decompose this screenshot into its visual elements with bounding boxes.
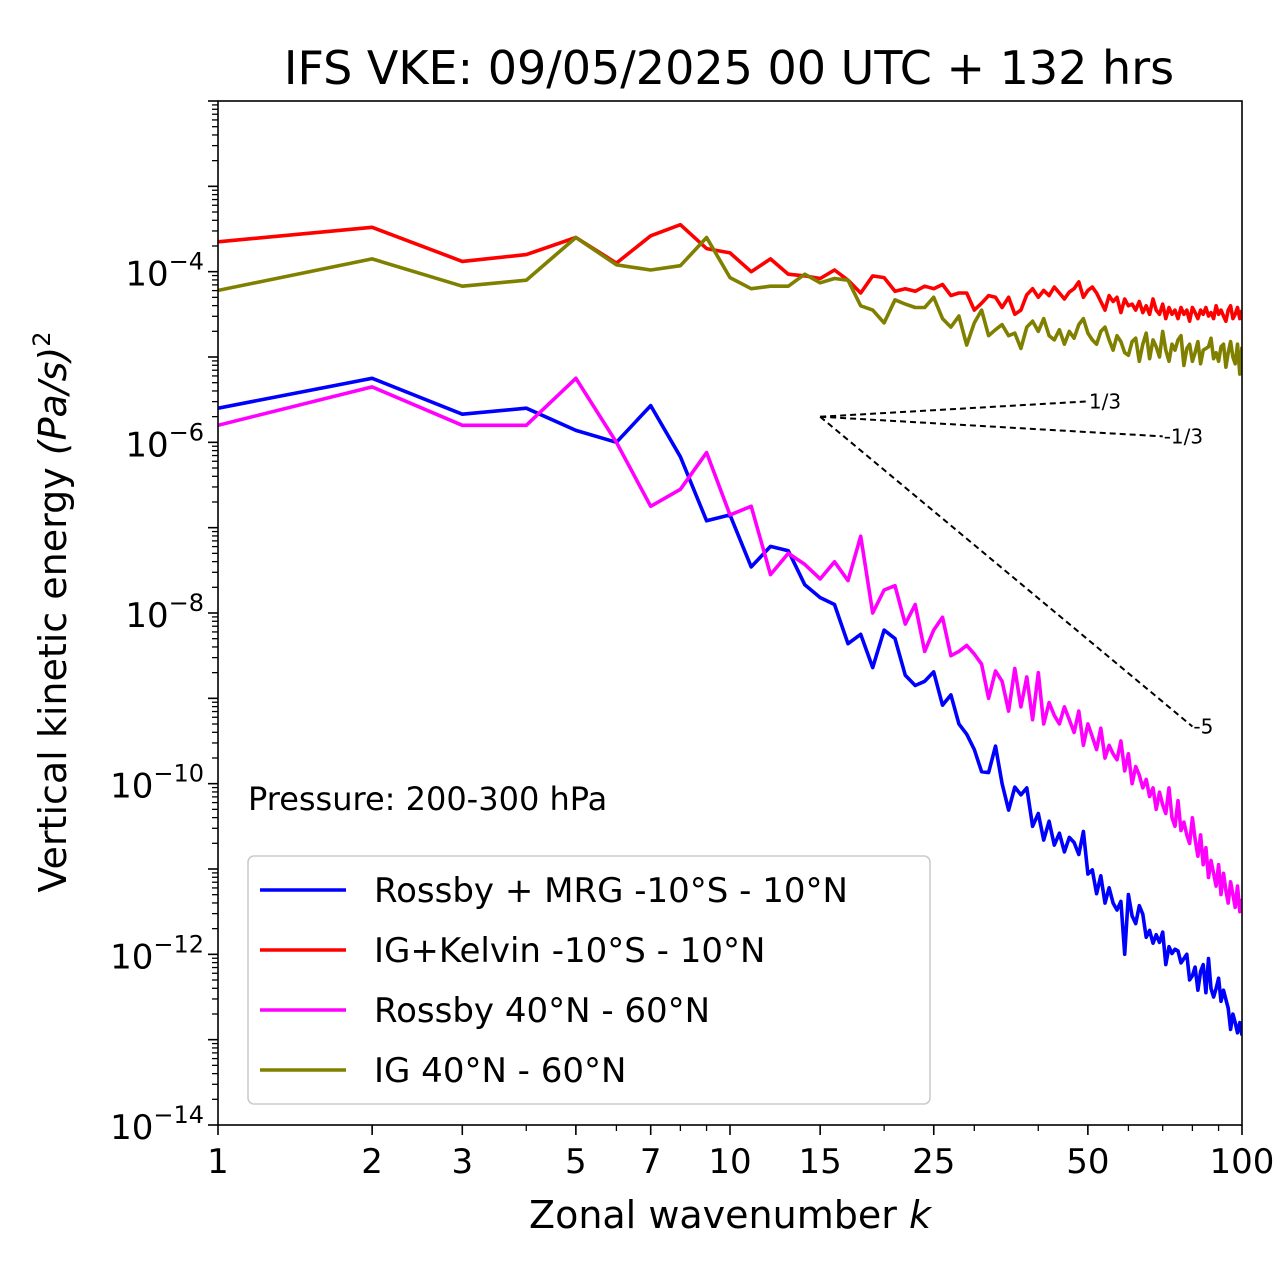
x-tick-label: 7 <box>640 1142 662 1182</box>
x-axis-label-var: k <box>909 1193 933 1237</box>
y-axis-label-power: 2 <box>28 331 56 346</box>
legend-label-3: IG 40°N - 60°N <box>374 1051 626 1091</box>
slope-label-2: -5 <box>1193 714 1213 738</box>
y-tick-label: 10−6 <box>125 418 204 465</box>
x-tick-label: 15 <box>799 1142 842 1182</box>
x-tick-label: 2 <box>361 1142 383 1182</box>
y-tick-label: 10−10 <box>110 760 204 807</box>
y-axis-label: Vertical kinetic energy (Pa/s)2 <box>28 331 75 892</box>
series-layer <box>218 222 1242 1036</box>
x-tick-label: 25 <box>912 1142 955 1182</box>
y-axis-label-units: (Pa/s) <box>31 347 75 455</box>
y-tick-label: 10−8 <box>125 589 204 636</box>
y-tick-label: 10−12 <box>110 930 204 977</box>
x-tick-label: 10 <box>708 1142 751 1182</box>
slope-line-1 <box>820 415 1163 438</box>
slope-line-0 <box>820 400 1088 418</box>
x-axis: 1 2 3 5 7 10 15 25 50 100 <box>207 1125 1274 1182</box>
legend-label-0: Rossby + MRG -10°S - 10°N <box>374 871 848 911</box>
x-tick-label: 1 <box>207 1142 229 1182</box>
y-axis-label-text: Vertical kinetic energy <box>31 467 75 892</box>
series-line-3 <box>218 235 1242 376</box>
x-axis-label-text: Zonal wavenumber <box>529 1193 897 1237</box>
legend-label-2: Rossby 40°N - 60°N <box>374 991 710 1031</box>
x-axis-label: Zonal wavenumber k <box>529 1193 933 1237</box>
slope-label-0: 1/3 <box>1089 389 1121 413</box>
y-tick-label: 10−4 <box>125 248 204 295</box>
series-line-1 <box>218 222 1242 324</box>
x-tick-label: 3 <box>451 1142 473 1182</box>
series-line-0 <box>218 376 1242 1036</box>
x-tick-label: 100 <box>1210 1142 1275 1182</box>
slope-line-2 <box>819 415 1194 728</box>
reference-slopes: 1/3 -1/3 -5 <box>819 389 1213 738</box>
legend: Rossby + MRG -10°S - 10°N IG+Kelvin -10°S… <box>247 855 931 1105</box>
x-tick-label: 50 <box>1066 1142 1109 1182</box>
legend-frame <box>247 855 931 1105</box>
y-axis: 10−4 10−6 10−8 10−10 10−12 10−14 <box>110 100 218 1148</box>
y-tick-label: 10−14 <box>110 1101 204 1148</box>
chart-title: IFS VKE: 09/05/2025 00 UTC + 132 hrs <box>284 41 1174 95</box>
series-line-2 <box>218 376 1242 914</box>
x-tick-label: 5 <box>565 1142 587 1182</box>
slope-label-1: -1/3 <box>1164 424 1203 448</box>
legend-label-1: IG+Kelvin -10°S - 10°N <box>374 931 765 971</box>
pressure-annotation: Pressure: 200-300 hPa <box>248 780 607 818</box>
